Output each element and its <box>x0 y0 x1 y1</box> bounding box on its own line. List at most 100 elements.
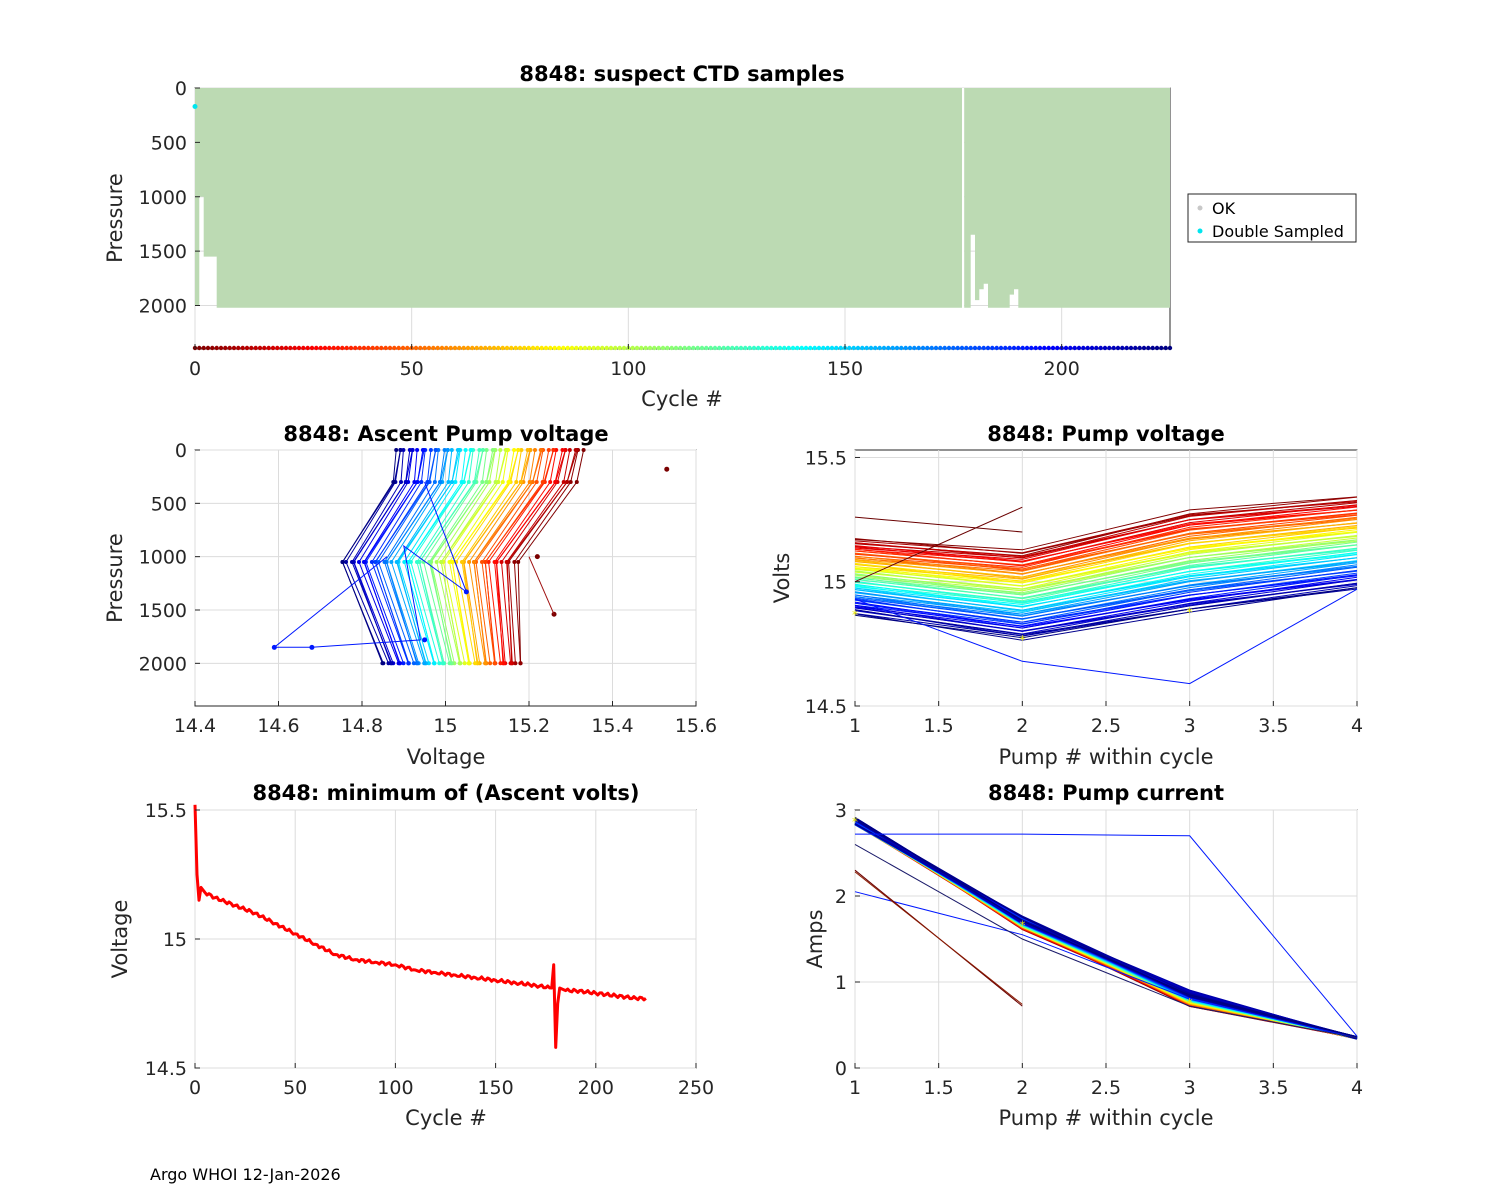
cycle-color-dot <box>903 345 908 351</box>
cycle-color-dot <box>795 345 800 351</box>
minvolt-ticks: 0 50 100 150 200 250 14.5 15 15.5 <box>145 800 714 1099</box>
cycle-color-dot <box>838 345 843 351</box>
ascent-profile-point <box>344 560 348 564</box>
pump-voltage-line <box>854 522 1358 575</box>
cycle-color-dot <box>734 345 739 351</box>
cycle-color-dot <box>821 345 826 351</box>
cycle-color-dot <box>1020 345 1025 351</box>
cycle-color-dot <box>790 345 796 351</box>
pumpcurrent-xtick-label: 2.5 <box>1091 1077 1121 1099</box>
ascent-profile-point <box>411 661 416 666</box>
cycle-color-dot <box>1072 345 1077 351</box>
cycle-color-dot <box>422 345 427 351</box>
ascent-xlabel: Voltage <box>407 745 486 769</box>
cycle-color-dot <box>214 345 219 351</box>
ascent-profile-line <box>385 449 446 664</box>
suspect-xtick-label: 150 <box>827 358 863 380</box>
cycle-color-dot <box>721 345 726 351</box>
pump-current-line <box>854 817 1358 1038</box>
cycle-color-dot <box>799 345 804 351</box>
ascent-xtick-label: 14.8 <box>341 715 383 737</box>
ascent-profile-point <box>420 448 425 452</box>
cycle-color-dot <box>556 345 562 351</box>
cycle-color-dot <box>582 345 588 351</box>
ascent-profile-point <box>453 480 458 484</box>
pump-current-outlier <box>855 833 1358 1037</box>
ascent-profile-point <box>466 480 471 484</box>
cycle-color-dot <box>955 345 960 351</box>
cycle-color-dot <box>886 345 891 351</box>
legend-double-label: Double Sampled <box>1212 222 1344 241</box>
ascent-profile-line <box>428 449 488 664</box>
cycle-color-dot <box>500 345 505 351</box>
cycle-color-dot <box>929 345 934 351</box>
ascent-profile-point <box>450 480 454 484</box>
cycle-color-dot <box>513 345 518 351</box>
ascent-profile-line <box>416 449 474 664</box>
minvolt-ytick-label: 15 <box>163 929 187 951</box>
cycle-color-dot <box>717 345 722 351</box>
cycle-color-dot <box>249 345 254 351</box>
cycle-color-dot <box>314 345 319 351</box>
cycle-color-dot <box>847 345 852 351</box>
cycle-color-dot <box>604 345 609 351</box>
cycle-color-dot <box>552 345 557 351</box>
cycle-color-dot <box>405 345 410 351</box>
ascent-profile-point <box>488 661 493 666</box>
suspect-ytick-label: 500 <box>151 132 187 154</box>
pump-voltage-line <box>854 535 1358 592</box>
pump-voltage-line <box>854 587 1358 641</box>
ascent-profile-point <box>518 661 523 666</box>
ascent-profile-point <box>415 560 419 564</box>
ascent-profile-point <box>519 448 524 452</box>
pump-current-line <box>854 819 1358 1039</box>
suspect-xtick-label: 50 <box>400 358 424 380</box>
cycle-color-dot <box>938 345 943 351</box>
cycle-color-dot <box>613 345 618 351</box>
ascent-profile-line <box>517 449 585 664</box>
ascent-profile-line <box>507 449 578 664</box>
cycle-color-dot <box>1141 345 1147 351</box>
cycle-color-dot <box>907 345 913 351</box>
ascent-profile-point <box>422 661 427 666</box>
pump-voltage-line <box>854 582 1358 637</box>
ascent-profile-point <box>508 661 513 666</box>
cycle-color-dot <box>574 345 579 351</box>
minvolt-xtick-label: 250 <box>678 1077 714 1099</box>
cycle-color-dot <box>374 345 380 351</box>
cycle-color-dot <box>296 345 302 351</box>
ascent-profile-point <box>492 560 497 564</box>
ascent-profile-line <box>468 449 531 664</box>
cycle-color-dot <box>829 345 835 351</box>
pump-voltage-line <box>854 585 1358 637</box>
pump-voltage-line <box>854 531 1358 584</box>
cycle-color-dot <box>1046 345 1051 351</box>
pumpvolt-xtick-label: 3.5 <box>1258 715 1288 737</box>
ascent-profile-point <box>427 560 432 564</box>
cycle-color-dot <box>656 345 661 351</box>
ascent-ytick-label: 0 <box>175 440 187 462</box>
pump-voltage-line <box>854 526 1358 582</box>
cycle-color-dot <box>461 345 466 351</box>
ascent-profile-point <box>350 560 354 564</box>
pumpcurrent-ytick-label: 2 <box>835 886 847 908</box>
ascent-profile-line <box>358 449 414 664</box>
suspect-ytick-label: 1500 <box>139 241 187 263</box>
pumpcurrent-ylabel: Amps <box>803 909 827 968</box>
ascent-outlier-point <box>463 589 469 595</box>
cycle-color-dot <box>834 345 839 351</box>
cycle-color-dot <box>816 345 822 351</box>
pumpcurrent-xtick-label: 3.5 <box>1258 1077 1288 1099</box>
ascent-profile-point <box>472 480 477 484</box>
cycle-color-dot <box>1029 345 1034 351</box>
pumpvolt-ytick-label: 14.5 <box>805 696 847 718</box>
cycle-color-dot <box>283 345 289 351</box>
ascent-profile-point <box>442 448 447 452</box>
ascent-profile-point <box>398 448 403 452</box>
cycle-color-dot <box>890 345 895 351</box>
pump-current-star: * <box>1019 918 1025 932</box>
ascent-profile-point <box>449 448 454 452</box>
cycle-color-dot <box>1081 345 1086 351</box>
ascent-profile-point <box>574 480 579 484</box>
ascent-profile-point <box>401 448 406 452</box>
